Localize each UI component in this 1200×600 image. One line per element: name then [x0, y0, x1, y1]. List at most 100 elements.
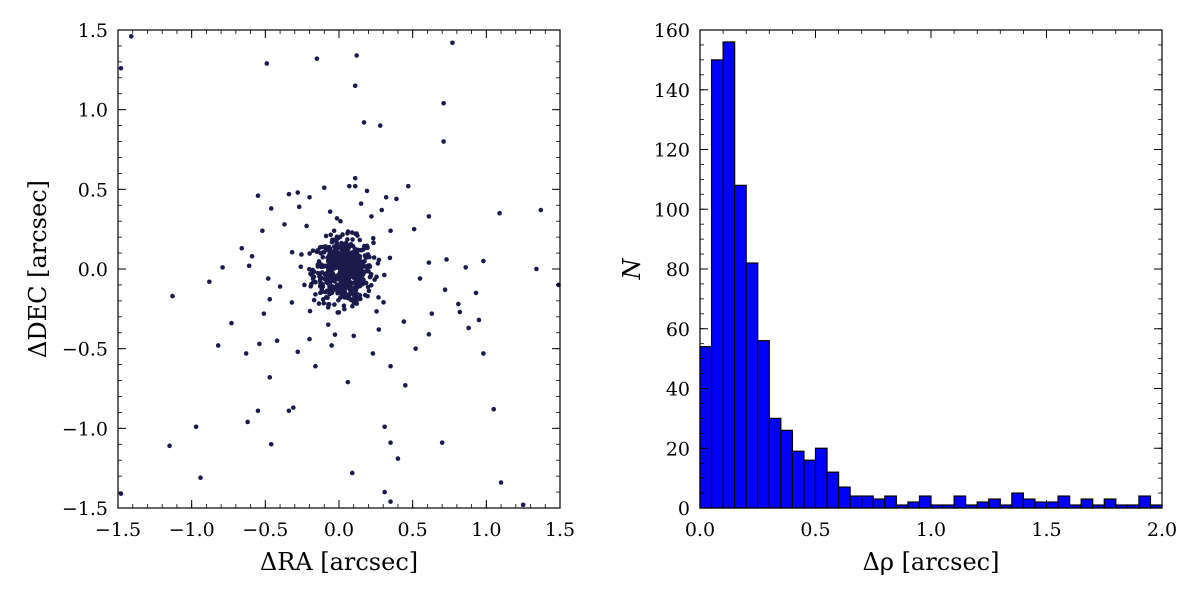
scatter-point	[118, 65, 124, 71]
y-tick-label: 20	[666, 438, 690, 460]
scatter-point	[249, 253, 255, 259]
scatter-point	[534, 266, 539, 272]
scatter-point	[308, 284, 314, 289]
scatter-point	[382, 489, 387, 495]
scatter-point	[442, 287, 448, 293]
scatter-point	[264, 61, 270, 66]
scatter-point	[358, 201, 364, 206]
scatter-point	[360, 247, 366, 252]
scatter-point	[388, 228, 393, 234]
x-tick-label: −1.5	[95, 519, 141, 541]
y-tick-label: 0.5	[78, 179, 108, 201]
scatter-point	[302, 282, 307, 288]
scatter-point	[317, 284, 323, 289]
scatter-point	[321, 249, 326, 255]
scatter-point	[357, 237, 363, 243]
scatter-point	[289, 249, 295, 255]
x-tick-label: 0.5	[398, 519, 428, 541]
scatter-point	[332, 332, 338, 337]
scatter-point	[354, 301, 360, 306]
histogram-bar	[1138, 495, 1152, 509]
scatter-point	[333, 238, 339, 243]
scatter-point	[476, 317, 482, 323]
histogram-bars	[699, 41, 1163, 509]
scatter-point	[497, 210, 502, 216]
scatter-point	[352, 175, 358, 181]
scatter-point	[265, 276, 271, 281]
scatter-point	[345, 379, 351, 385]
scatter-point	[426, 214, 432, 219]
scatter-point	[343, 242, 349, 247]
scatter-point	[444, 257, 449, 262]
scatter-point	[128, 34, 134, 39]
scatter-point	[364, 188, 370, 194]
scatter-point	[277, 284, 283, 289]
scatter-point	[261, 311, 267, 316]
histogram-bar	[1045, 501, 1059, 509]
histogram-bar	[791, 450, 805, 509]
scatter-point	[317, 277, 323, 283]
scatter-point	[388, 499, 393, 504]
histogram-bar	[861, 495, 874, 509]
scatter-point	[339, 240, 344, 246]
scatter-point	[348, 241, 354, 247]
scatter-point	[313, 363, 318, 369]
scatter-point	[376, 327, 382, 332]
x-tick-label: 1.5	[545, 519, 575, 541]
histogram-bar	[849, 495, 863, 509]
scatter-point	[383, 195, 389, 200]
scatter-point	[352, 246, 358, 252]
scatter-point	[439, 440, 445, 445]
scatter-point	[473, 290, 479, 296]
scatter-point	[311, 297, 317, 303]
x-tick-label: −0.5	[242, 519, 288, 541]
scatter-point	[334, 234, 340, 240]
scatter-point	[370, 351, 376, 356]
y-tick-label: 1.0	[78, 100, 108, 122]
scatter-point	[403, 383, 408, 388]
scatter-point	[325, 322, 331, 327]
scatter-point	[321, 185, 327, 191]
histogram-bar	[1034, 501, 1048, 509]
y-tick-label: 0	[678, 498, 690, 520]
scatter-point	[320, 254, 326, 260]
x-tick-label: 0.0	[324, 519, 354, 541]
scatter-point	[335, 272, 341, 278]
scatter-point	[255, 408, 261, 414]
scatter-point	[193, 424, 199, 430]
scatter-point	[491, 406, 497, 412]
scatter-point	[345, 253, 351, 258]
scatter-point	[336, 285, 341, 290]
scatter-point	[376, 295, 381, 300]
scatter-point	[411, 226, 417, 232]
scatter-point	[327, 271, 332, 276]
scatter-point	[286, 191, 292, 197]
scatter-point	[167, 443, 172, 449]
scatter-point	[330, 266, 336, 272]
scatter-point	[291, 405, 296, 410]
scatter-point	[307, 336, 312, 342]
scatter-point	[357, 273, 362, 279]
scatter-point	[310, 273, 315, 279]
scatter-point	[538, 207, 544, 213]
scatter-point	[355, 233, 360, 238]
histogram-bar	[757, 340, 770, 509]
scatter-point	[314, 56, 320, 61]
histogram-bar	[1080, 498, 1094, 509]
scatter-point	[335, 290, 340, 296]
scatter-point	[328, 258, 334, 264]
scatter-ticks: −1.5 −1.0 −0.5 0.0 0.5 1.0 1.5 −1.5 −1.0 −0.5 0.0 0…	[62, 20, 575, 541]
scatter-point	[220, 265, 225, 270]
scatter-point	[325, 266, 331, 271]
scatter-point	[388, 440, 393, 445]
scatter-point	[338, 218, 343, 224]
histogram-bar	[745, 262, 759, 509]
x-tick-label: 1.5	[1031, 519, 1061, 541]
scatter-point	[345, 264, 351, 270]
x-tick-label: 1.0	[916, 519, 946, 541]
scatter-point	[239, 245, 245, 251]
scatter-point	[353, 297, 359, 303]
scatter-point	[317, 245, 323, 250]
scatter-point	[274, 338, 280, 344]
